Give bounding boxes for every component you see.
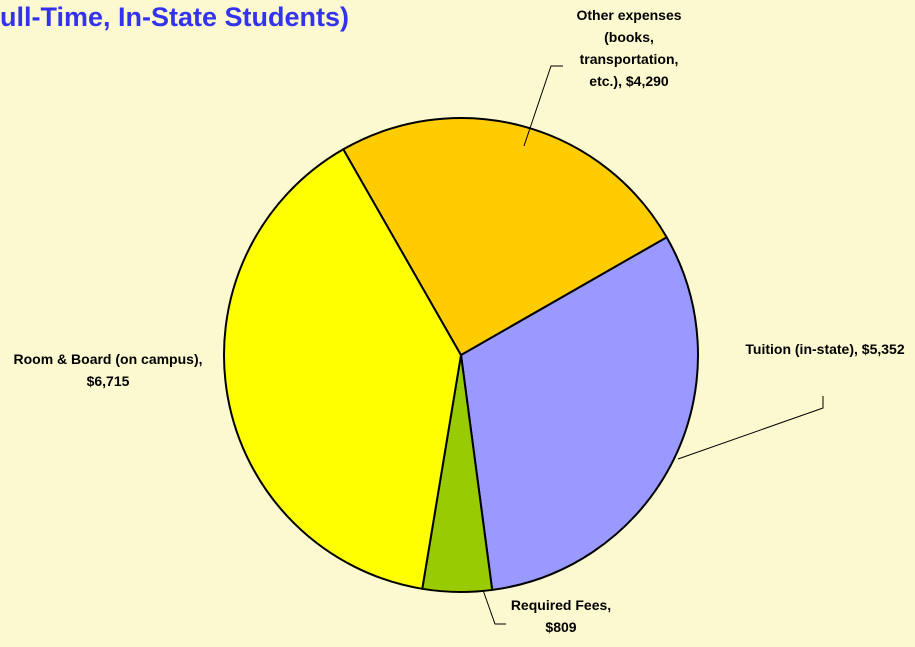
leader-line [523, 65, 563, 147]
chart-title: ull-Time, In-State Students) [0, 2, 350, 32]
slice-label: Tuition (in-state), $5,352 [740, 338, 910, 360]
leader-line [482, 589, 506, 625]
value-label: $5,352 [861, 341, 905, 357]
pie-slice [460, 236, 699, 591]
value-label: $809 [545, 619, 577, 635]
category-label: Other expenses (books, transportation, e… [576, 7, 682, 89]
pie [223, 117, 699, 593]
pie-slice [342, 117, 668, 356]
category-label: Tuition (in-state), [745, 341, 858, 357]
slice-label: Required Fees, $809 [496, 594, 626, 638]
category-label: Required Fees, [510, 597, 612, 613]
pie-slice [223, 148, 462, 590]
slice-label: Other expenses (books, transportation, e… [568, 4, 690, 92]
leader-line [677, 396, 824, 460]
slice-label: Room & Board (on campus), $6,715 [8, 348, 208, 392]
value-label: $4,290 [625, 73, 669, 89]
category-label: Room & Board (on campus), [13, 351, 203, 367]
value-label: $6,715 [86, 373, 130, 389]
